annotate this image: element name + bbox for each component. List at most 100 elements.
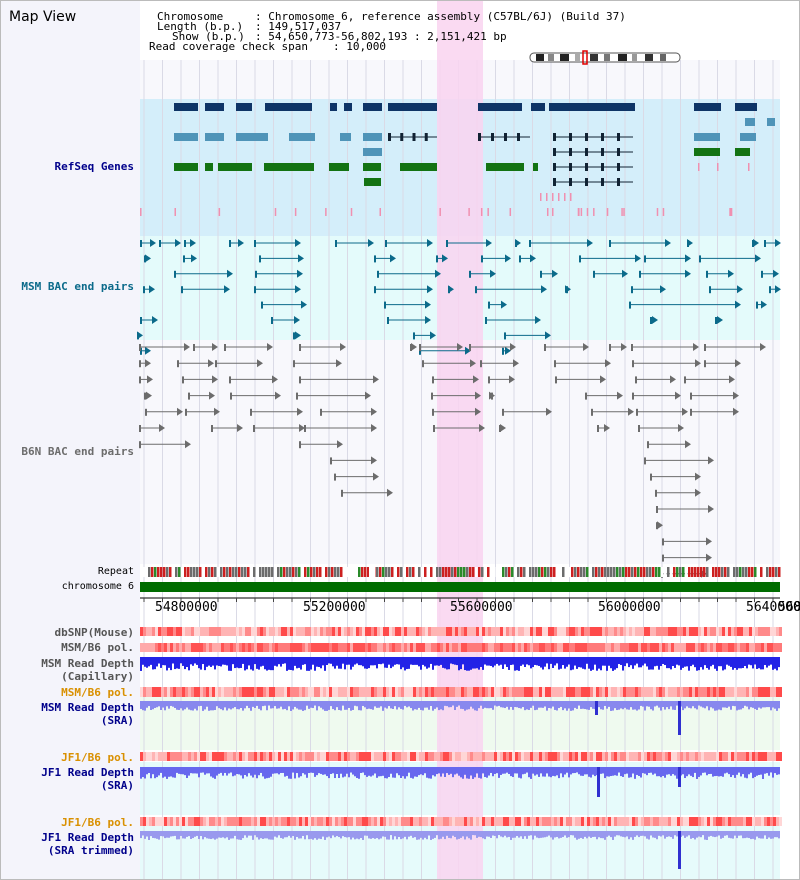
- read-depth-bar: [282, 767, 284, 773]
- polymorphism-cell: [734, 817, 737, 826]
- polymorphism-cell: [740, 627, 743, 636]
- gene-exon: [553, 178, 556, 186]
- polymorphism-cell: [446, 627, 449, 636]
- bac-end-mark: [629, 301, 631, 309]
- polymorphism-cell: [488, 643, 491, 652]
- polymorphism-cell: [374, 752, 377, 761]
- polymorphism-cell: [683, 687, 686, 697]
- track-label-dbsnp[interactable]: dbSNP(Mouse): [54, 626, 134, 639]
- polymorphism-cell: [596, 687, 599, 697]
- polymorphism-cell: [176, 643, 179, 652]
- read-depth-bar: [426, 657, 428, 669]
- polymorphism-cell: [713, 752, 716, 761]
- read-depth-bar: [252, 831, 254, 840]
- polymorphism-cell: [506, 752, 509, 761]
- polymorphism-cell: [581, 687, 584, 697]
- read-depth-bar: [622, 657, 624, 671]
- polymorphism-cell: [398, 643, 401, 652]
- read-depth-bar: [520, 767, 522, 779]
- read-depth-bar: [348, 831, 350, 838]
- polymorphism-cell: [173, 627, 176, 636]
- polymorphism-cell: [308, 643, 311, 652]
- read-depth-bar: [306, 767, 308, 778]
- polymorphism-cell: [674, 687, 677, 697]
- read-depth-bar: [586, 657, 588, 664]
- read-depth-bar: [580, 831, 582, 838]
- read-depth-bar: [616, 767, 618, 776]
- track-label-jf1-read-depth-sra-sub: (SRA): [100, 779, 134, 792]
- polymorphism-cell: [575, 687, 578, 697]
- track-label-b6n-bac-end-pairs[interactable]: B6N BAC end pairs: [21, 445, 134, 458]
- read-depth-bar: [628, 657, 630, 668]
- read-depth-bar: [648, 831, 650, 840]
- track-label-msm-bac-end-pairs[interactable]: MSM BAC end pairs: [21, 280, 134, 293]
- polymorphism-cell: [284, 643, 287, 652]
- read-depth-bar: [286, 767, 288, 776]
- polymorphism-cell: [524, 817, 527, 826]
- track-label-msm-b6-pol-2[interactable]: MSM/B6 pol.: [61, 686, 134, 699]
- repeat-segment: [298, 567, 301, 577]
- track-label-jf1-b6-pol-2[interactable]: JF1/B6 pol.: [61, 816, 134, 829]
- read-depth-bar: [776, 767, 778, 775]
- polymorphism-cell: [188, 687, 191, 697]
- track-label-refseq-genes[interactable]: RefSeq Genes: [54, 160, 134, 173]
- read-depth-bar: [190, 657, 192, 665]
- read-depth-bar: [566, 767, 568, 773]
- track-label-msm-read-depth-capillary[interactable]: MSM Read Depth: [41, 657, 134, 670]
- track-label-jf1-read-depth-sra[interactable]: JF1 Read Depth: [41, 766, 134, 779]
- polymorphism-cell: [590, 643, 593, 652]
- read-depth-bar: [242, 657, 244, 664]
- read-depth-bar: [312, 767, 314, 773]
- polymorphism-cell: [248, 627, 251, 636]
- read-depth-bar: [586, 767, 588, 775]
- polymorphism-cell: [521, 643, 524, 652]
- track-label-msm-b6-pol-1[interactable]: MSM/B6 pol.: [61, 641, 134, 654]
- read-depth-bar: [430, 701, 432, 707]
- track-label-msm-read-depth-sra[interactable]: MSM Read Depth: [41, 701, 134, 714]
- polymorphism-cell: [545, 643, 548, 652]
- read-depth-bar: [220, 767, 222, 773]
- read-depth-bar: [370, 831, 372, 839]
- read-depth-bar: [462, 767, 464, 779]
- polymorphism-cell: [368, 627, 371, 636]
- polymorphism-cell: [548, 817, 551, 826]
- read-depth-bar: [666, 831, 668, 837]
- repeat-segment: [343, 567, 346, 577]
- bac-end-arrow: [706, 537, 712, 546]
- polymorphism-cell: [494, 752, 497, 761]
- bac-end-arrow: [257, 359, 263, 368]
- read-depth-bar: [550, 767, 552, 778]
- read-depth-bar: [144, 701, 146, 711]
- read-depth-bar: [772, 701, 774, 708]
- bac-end-mark: [585, 392, 587, 400]
- polymorphism-cell: [254, 752, 257, 761]
- polymorphism-cell: [653, 752, 656, 761]
- repeat-segment: [286, 567, 289, 577]
- read-depth-bar: [352, 767, 354, 775]
- polymorphism-cell: [404, 643, 407, 652]
- read-depth-bar: [218, 767, 220, 774]
- polymorphism-cell: [470, 817, 473, 826]
- polymorphism-cell: [296, 817, 299, 826]
- polymorphism-cell: [146, 627, 149, 636]
- read-depth-bar: [492, 657, 494, 668]
- read-depth-bar: [192, 701, 194, 711]
- bac-end-arrow: [336, 359, 342, 368]
- read-depth-bar: [762, 831, 764, 839]
- track-label-jf1-read-depth-trimmed[interactable]: JF1 Read Depth: [41, 831, 134, 844]
- track-label-jf1-b6-pol-1[interactable]: JF1/B6 pol.: [61, 751, 134, 764]
- repeat-segment: [496, 567, 499, 577]
- polymorphism-cell: [200, 817, 203, 826]
- read-depth-bar: [256, 767, 258, 779]
- read-depth-bar: [738, 701, 740, 710]
- polymorphism-cell: [155, 687, 158, 697]
- read-depth-bar: [544, 767, 546, 777]
- read-depth-bar: [776, 831, 778, 838]
- polymorphism-cell: [611, 643, 614, 652]
- read-depth-bar: [452, 767, 454, 778]
- repeat-segment: [646, 567, 649, 577]
- repeat-segment: [643, 567, 646, 577]
- bac-end-arrow: [275, 391, 281, 400]
- read-depth-bar: [686, 701, 688, 707]
